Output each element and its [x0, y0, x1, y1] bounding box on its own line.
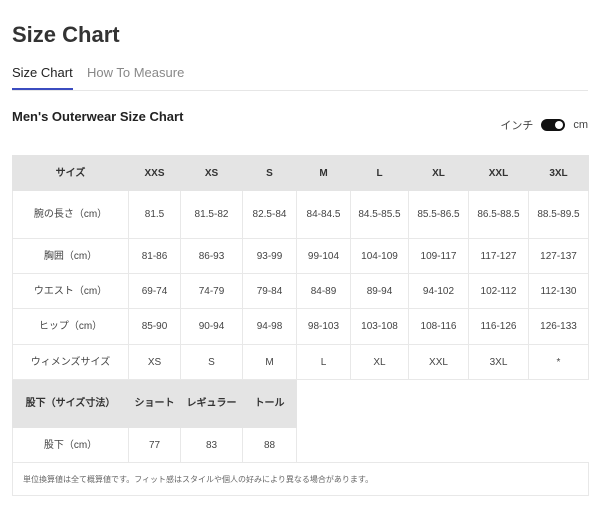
size-chart-table: サイズ XXS XS S M L XL XXL 3XL 腕の長さ（cm） 81.5 81.5-82 82… — [12, 155, 589, 496]
table-cell: S — [180, 344, 243, 380]
table-cell: S — [242, 155, 297, 191]
table-header-row: 股下（サイズ寸法） ショート レギュラー トール — [12, 379, 589, 428]
table-cell: 85-90 — [128, 308, 181, 345]
table-cell: レギュラー — [180, 379, 243, 428]
table-cell: 89-94 — [350, 273, 409, 309]
table-cell: 117-127 — [468, 238, 529, 274]
table-cell: XS — [128, 344, 181, 380]
table-cell: 3XL — [528, 155, 589, 191]
table-cell: XL — [408, 155, 469, 191]
tab-bar: Size Chart How To Measure — [12, 62, 588, 91]
table-cell: 85.5-86.5 — [408, 190, 469, 239]
table-cell: L — [350, 155, 409, 191]
toggle-knob — [555, 121, 564, 129]
table-cell: 79-84 — [242, 273, 297, 309]
table-row: 股下（cm） 77 83 88 — [12, 427, 589, 463]
empty-cell — [296, 379, 589, 428]
table-cell: 81.5 — [128, 190, 181, 239]
table-cell: XXL — [468, 155, 529, 191]
table-cell: 86-93 — [180, 238, 243, 274]
table-row: ヒップ（cm） 85-90 90-94 94-98 98-103 103-108 108-1… — [12, 308, 589, 345]
unit-toggle-group: インチ cm — [500, 117, 588, 133]
table-cell: 86.5-88.5 — [468, 190, 529, 239]
table-cell: 94-102 — [408, 273, 469, 309]
row-label: 股下（サイズ寸法） — [12, 379, 129, 428]
table-cell: 84.5-85.5 — [350, 190, 409, 239]
table-cell: 84-84.5 — [296, 190, 351, 239]
table-cell: 90-94 — [180, 308, 243, 345]
empty-cell — [296, 427, 589, 463]
table-cell: 102-112 — [468, 273, 529, 309]
table-cell: M — [296, 155, 351, 191]
table-row: 腕の長さ（cm） 81.5 81.5-82 82.5-84 84-84.5 84.5-85… — [12, 190, 589, 239]
table-cell: トール — [242, 379, 297, 428]
table-cell: XS — [180, 155, 243, 191]
tab-size-chart[interactable]: Size Chart — [12, 65, 73, 90]
row-label: ヒップ（cm） — [12, 308, 129, 345]
table-row: ウィメンズサイズ XS S M L XL XXL 3XL * — [12, 344, 589, 380]
table-cell: 77 — [128, 427, 181, 463]
note-row: 単位換算値は全て概算値です。フィット感はスタイルや個人の好みにより異なる場合があ… — [12, 462, 589, 496]
table-cell: 88 — [242, 427, 297, 463]
row-label: ウィメンズサイズ — [12, 344, 129, 380]
row-label: サイズ — [12, 155, 129, 191]
table-header-row: サイズ XXS XS S M L XL XXL 3XL — [12, 155, 589, 191]
table-cell: 116-126 — [468, 308, 529, 345]
row-label: 股下（cm） — [12, 427, 129, 463]
table-cell: 83 — [180, 427, 243, 463]
page-title: Size Chart — [12, 22, 120, 47]
table-cell: 126-133 — [528, 308, 589, 345]
table-cell: 88.5-89.5 — [528, 190, 589, 239]
table-cell: * — [528, 344, 589, 380]
table-cell: 93-99 — [242, 238, 297, 274]
table-cell: 108-116 — [408, 308, 469, 345]
row-label: 胸囲（cm） — [12, 238, 129, 274]
table-cell: 69-74 — [128, 273, 181, 309]
table-cell: 98-103 — [296, 308, 351, 345]
conversion-note: 単位換算値は全て概算値です。フィット感はスタイルや個人の好みにより異なる場合があ… — [12, 462, 589, 496]
table-row: ウエスト（cm） 69-74 74-79 79-84 84-89 89-94 94-102 1… — [12, 273, 589, 309]
table-cell: 84-89 — [296, 273, 351, 309]
row-label: 腕の長さ（cm） — [12, 190, 129, 239]
table-cell: 82.5-84 — [242, 190, 297, 239]
section-title: Men's Outerwear Size Chart — [12, 109, 184, 124]
unit-inch-label[interactable]: インチ — [500, 120, 534, 132]
table-cell: 81-86 — [128, 238, 181, 274]
table-cell: 112-130 — [528, 273, 589, 309]
table-cell: 74-79 — [180, 273, 243, 309]
table-cell: XL — [350, 344, 409, 380]
table-cell: ショート — [128, 379, 181, 428]
unit-toggle[interactable] — [541, 119, 566, 131]
table-cell: M — [242, 344, 297, 380]
table-cell: 109-117 — [408, 238, 469, 274]
table-cell: L — [296, 344, 351, 380]
table-cell: XXL — [408, 344, 469, 380]
table-row: 胸囲（cm） 81-86 86-93 93-99 99-104 104-109 109-11… — [12, 238, 589, 274]
row-label: ウエスト（cm） — [12, 273, 129, 309]
table-cell: 103-108 — [350, 308, 409, 345]
table-cell: 3XL — [468, 344, 529, 380]
table-cell: 81.5-82 — [180, 190, 243, 239]
table-cell: XXS — [128, 155, 181, 191]
table-cell: 99-104 — [296, 238, 351, 274]
table-cell: 94-98 — [242, 308, 297, 345]
tab-how-to-measure[interactable]: How To Measure — [87, 65, 185, 80]
table-cell: 104-109 — [350, 238, 409, 274]
table-cell: 127-137 — [528, 238, 589, 274]
unit-cm-label[interactable]: cm — [573, 119, 588, 131]
